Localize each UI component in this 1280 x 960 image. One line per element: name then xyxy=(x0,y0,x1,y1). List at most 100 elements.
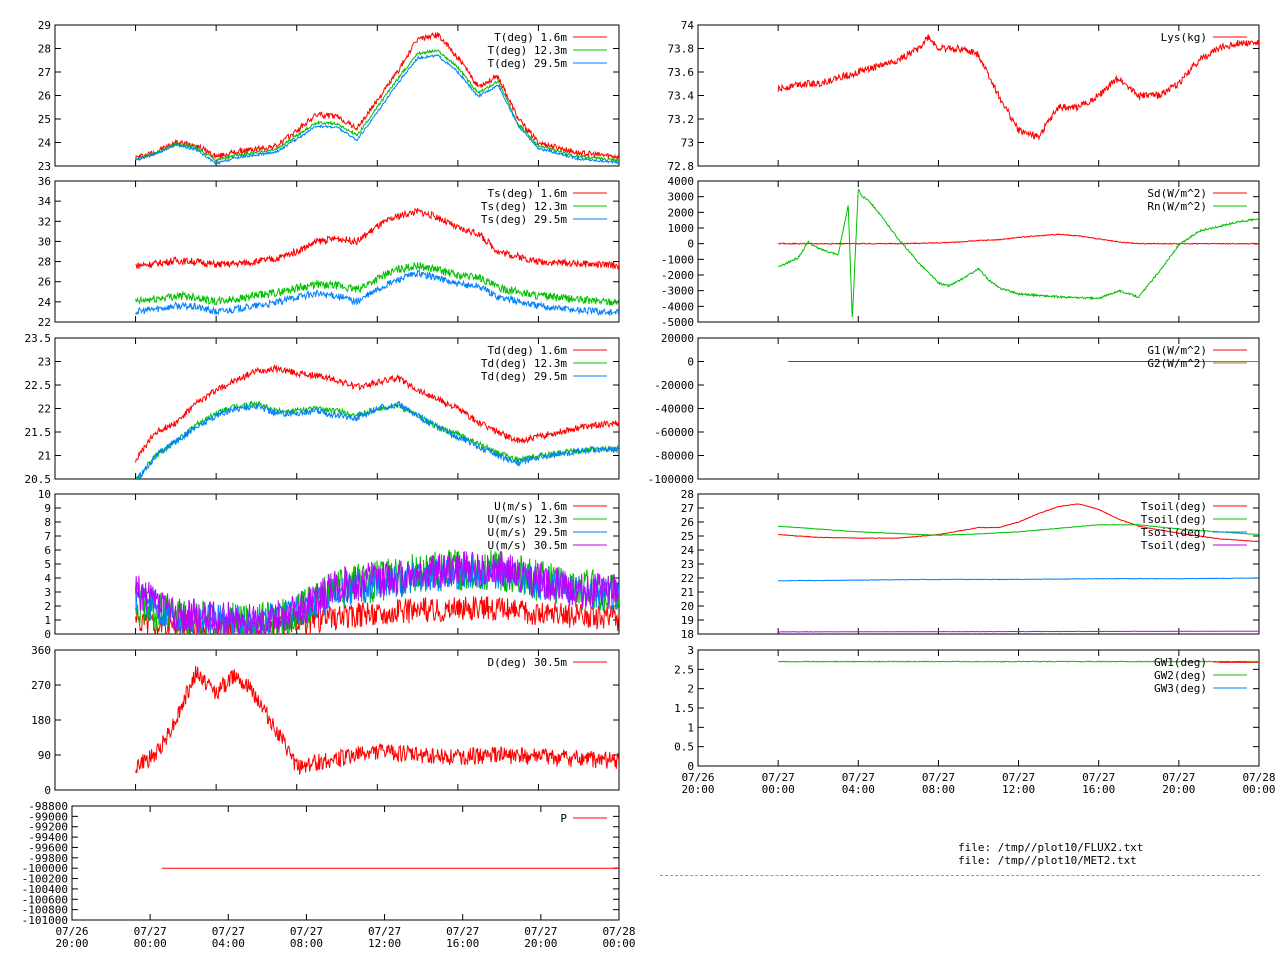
x-tick-label: 07/28 xyxy=(602,925,635,938)
y-tick-label: 0 xyxy=(44,628,51,641)
legend-label: Tsoil(deg) xyxy=(1141,526,1207,539)
legend-label: Td(deg) 29.5m xyxy=(481,370,567,383)
series-line-gw-1 xyxy=(778,660,1259,663)
panel-Tsoil: 1819202122232425262728Tsoil(deg)Tsoil(de… xyxy=(681,488,1260,641)
x-tick-label: 20:00 xyxy=(1162,783,1195,796)
panel-T: 23 24 25 26 27 28 29 T(deg) 1.6mT(deg) 12.3mT(d… xyxy=(38,19,620,173)
y-tick-label: 10 xyxy=(38,488,51,501)
series-line-lys-0 xyxy=(777,34,1259,141)
y-tick-label: 28 xyxy=(38,43,51,56)
legend-label: T(deg) 1.6m xyxy=(494,31,567,44)
legend-label: Td(deg) 12.3m xyxy=(481,357,567,370)
x-tick-label: 12:00 xyxy=(368,937,401,950)
series-line-tsoil-2 xyxy=(778,577,1259,582)
y-tick-label: -60000 xyxy=(654,426,694,439)
legend-label: Sd(W/m^2) xyxy=(1147,187,1207,200)
legend-label: GW1(deg) xyxy=(1154,656,1207,669)
y-tick-label: 27 xyxy=(38,66,51,79)
y-tick-label: -99400 xyxy=(28,831,68,844)
y-tick-label: 22 xyxy=(38,403,51,416)
panel-P: -101000-100800-100600-100400-100200-1000… xyxy=(22,800,636,950)
y-tick-label: -101000 xyxy=(22,914,68,927)
x-tick-label: 07/26 xyxy=(55,925,88,938)
y-tick-label: 90 xyxy=(38,749,51,762)
y-tick-label: 73.4 xyxy=(668,90,695,103)
y-tick-label: 2 xyxy=(44,600,51,613)
file-label-met: file: /tmp//plot10/MET2.txt xyxy=(958,854,1137,867)
y-tick-label: 25 xyxy=(38,113,51,126)
y-tick-label: 24 xyxy=(38,137,52,150)
series-line-u-3 xyxy=(135,550,619,634)
y-tick-label: 1.5 xyxy=(674,702,694,715)
series-line-rad-1 xyxy=(777,188,1259,318)
y-tick-label: -100200 xyxy=(22,873,68,886)
series-line-ts-1 xyxy=(135,262,619,307)
y-tick-label: 23 xyxy=(681,558,694,571)
y-tick-label: -100400 xyxy=(22,883,68,896)
y-tick-label: -4000 xyxy=(661,300,694,313)
y-tick-label: 0.5 xyxy=(674,741,694,754)
y-tick-label: 0 xyxy=(687,238,694,251)
y-tick-label: 26 xyxy=(38,90,51,103)
x-tick-label: 00:00 xyxy=(602,937,635,950)
y-tick-label: 28 xyxy=(681,488,694,501)
y-tick-label: -1000 xyxy=(661,253,694,266)
y-tick-label: -80000 xyxy=(654,450,694,463)
x-tick-label: 07/27 xyxy=(922,771,955,784)
y-tick-label: 34 xyxy=(38,195,52,208)
legend-label: GW2(deg) xyxy=(1154,669,1207,682)
y-tick-label: 3 xyxy=(44,586,51,599)
y-tick-label: 2 xyxy=(687,683,694,696)
series-line-rad-0 xyxy=(777,233,1259,245)
y-tick-label: -99600 xyxy=(28,841,68,854)
panel-G: -100000 -80000 -60000 -40000 -20000 0 20000 G1(… xyxy=(648,332,1260,486)
divider xyxy=(660,875,1260,876)
y-tick-label: 5 xyxy=(44,558,51,571)
y-tick-label: 29 xyxy=(38,19,51,32)
legend-label: T(deg) 12.3m xyxy=(488,44,568,57)
y-tick-label: 21 xyxy=(681,586,694,599)
file-label-flux: file: /tmp//plot10/FLUX2.txt xyxy=(958,841,1144,854)
y-tick-label: -20000 xyxy=(654,379,694,392)
y-tick-label: 1000 xyxy=(668,222,695,235)
x-tick-label: 07/27 xyxy=(368,925,401,938)
plot-frame xyxy=(697,180,1260,323)
y-tick-label: 0 xyxy=(687,356,694,369)
y-tick-label: 20.5 xyxy=(25,473,52,486)
y-tick-label: 36 xyxy=(38,175,51,188)
y-tick-label: 28 xyxy=(38,256,51,269)
y-tick-label: 24 xyxy=(38,296,52,309)
y-tick-label: -99000 xyxy=(28,810,68,823)
x-tick-label: 07/28 xyxy=(1242,771,1275,784)
y-tick-label: -100000 xyxy=(22,862,68,875)
series-line-d-0 xyxy=(135,665,619,775)
x-tick-label: 00:00 xyxy=(1242,783,1275,796)
y-tick-label: 23 xyxy=(38,160,51,173)
y-tick-label: 73.6 xyxy=(668,66,695,79)
y-tick-label: 22 xyxy=(681,572,694,585)
legend-label: G2(W/m^2) xyxy=(1147,357,1207,370)
y-tick-label: 26 xyxy=(681,516,694,529)
x-tick-label: 08:00 xyxy=(290,937,323,950)
legend-label: Tsoil(deg) xyxy=(1141,500,1207,513)
x-tick-label: 08:00 xyxy=(922,783,955,796)
legend-label: Lys(kg) xyxy=(1161,31,1207,44)
x-tick-label: 00:00 xyxy=(134,937,167,950)
legend-label: U(m/s) 1.6m xyxy=(494,500,567,513)
y-tick-label: 18 xyxy=(681,628,694,641)
y-tick-label: 22 xyxy=(38,316,51,329)
y-tick-label: 2.5 xyxy=(674,663,694,676)
series-line-tsoil-3 xyxy=(778,630,1259,633)
y-tick-label: 23 xyxy=(38,356,51,369)
x-tick-label: 00:00 xyxy=(762,783,795,796)
y-tick-label: 360 xyxy=(31,644,51,657)
y-tick-label: 270 xyxy=(31,679,51,692)
y-tick-label: 73 xyxy=(681,137,694,150)
x-tick-label: 07/27 xyxy=(762,771,795,784)
y-tick-label: -40000 xyxy=(654,403,694,416)
x-tick-label: 07/27 xyxy=(134,925,167,938)
legend-label: Tsoil(deg) xyxy=(1141,539,1207,552)
x-tick-label: 12:00 xyxy=(1002,783,1035,796)
legend-label: Ts(deg) 1.6m xyxy=(488,187,568,200)
